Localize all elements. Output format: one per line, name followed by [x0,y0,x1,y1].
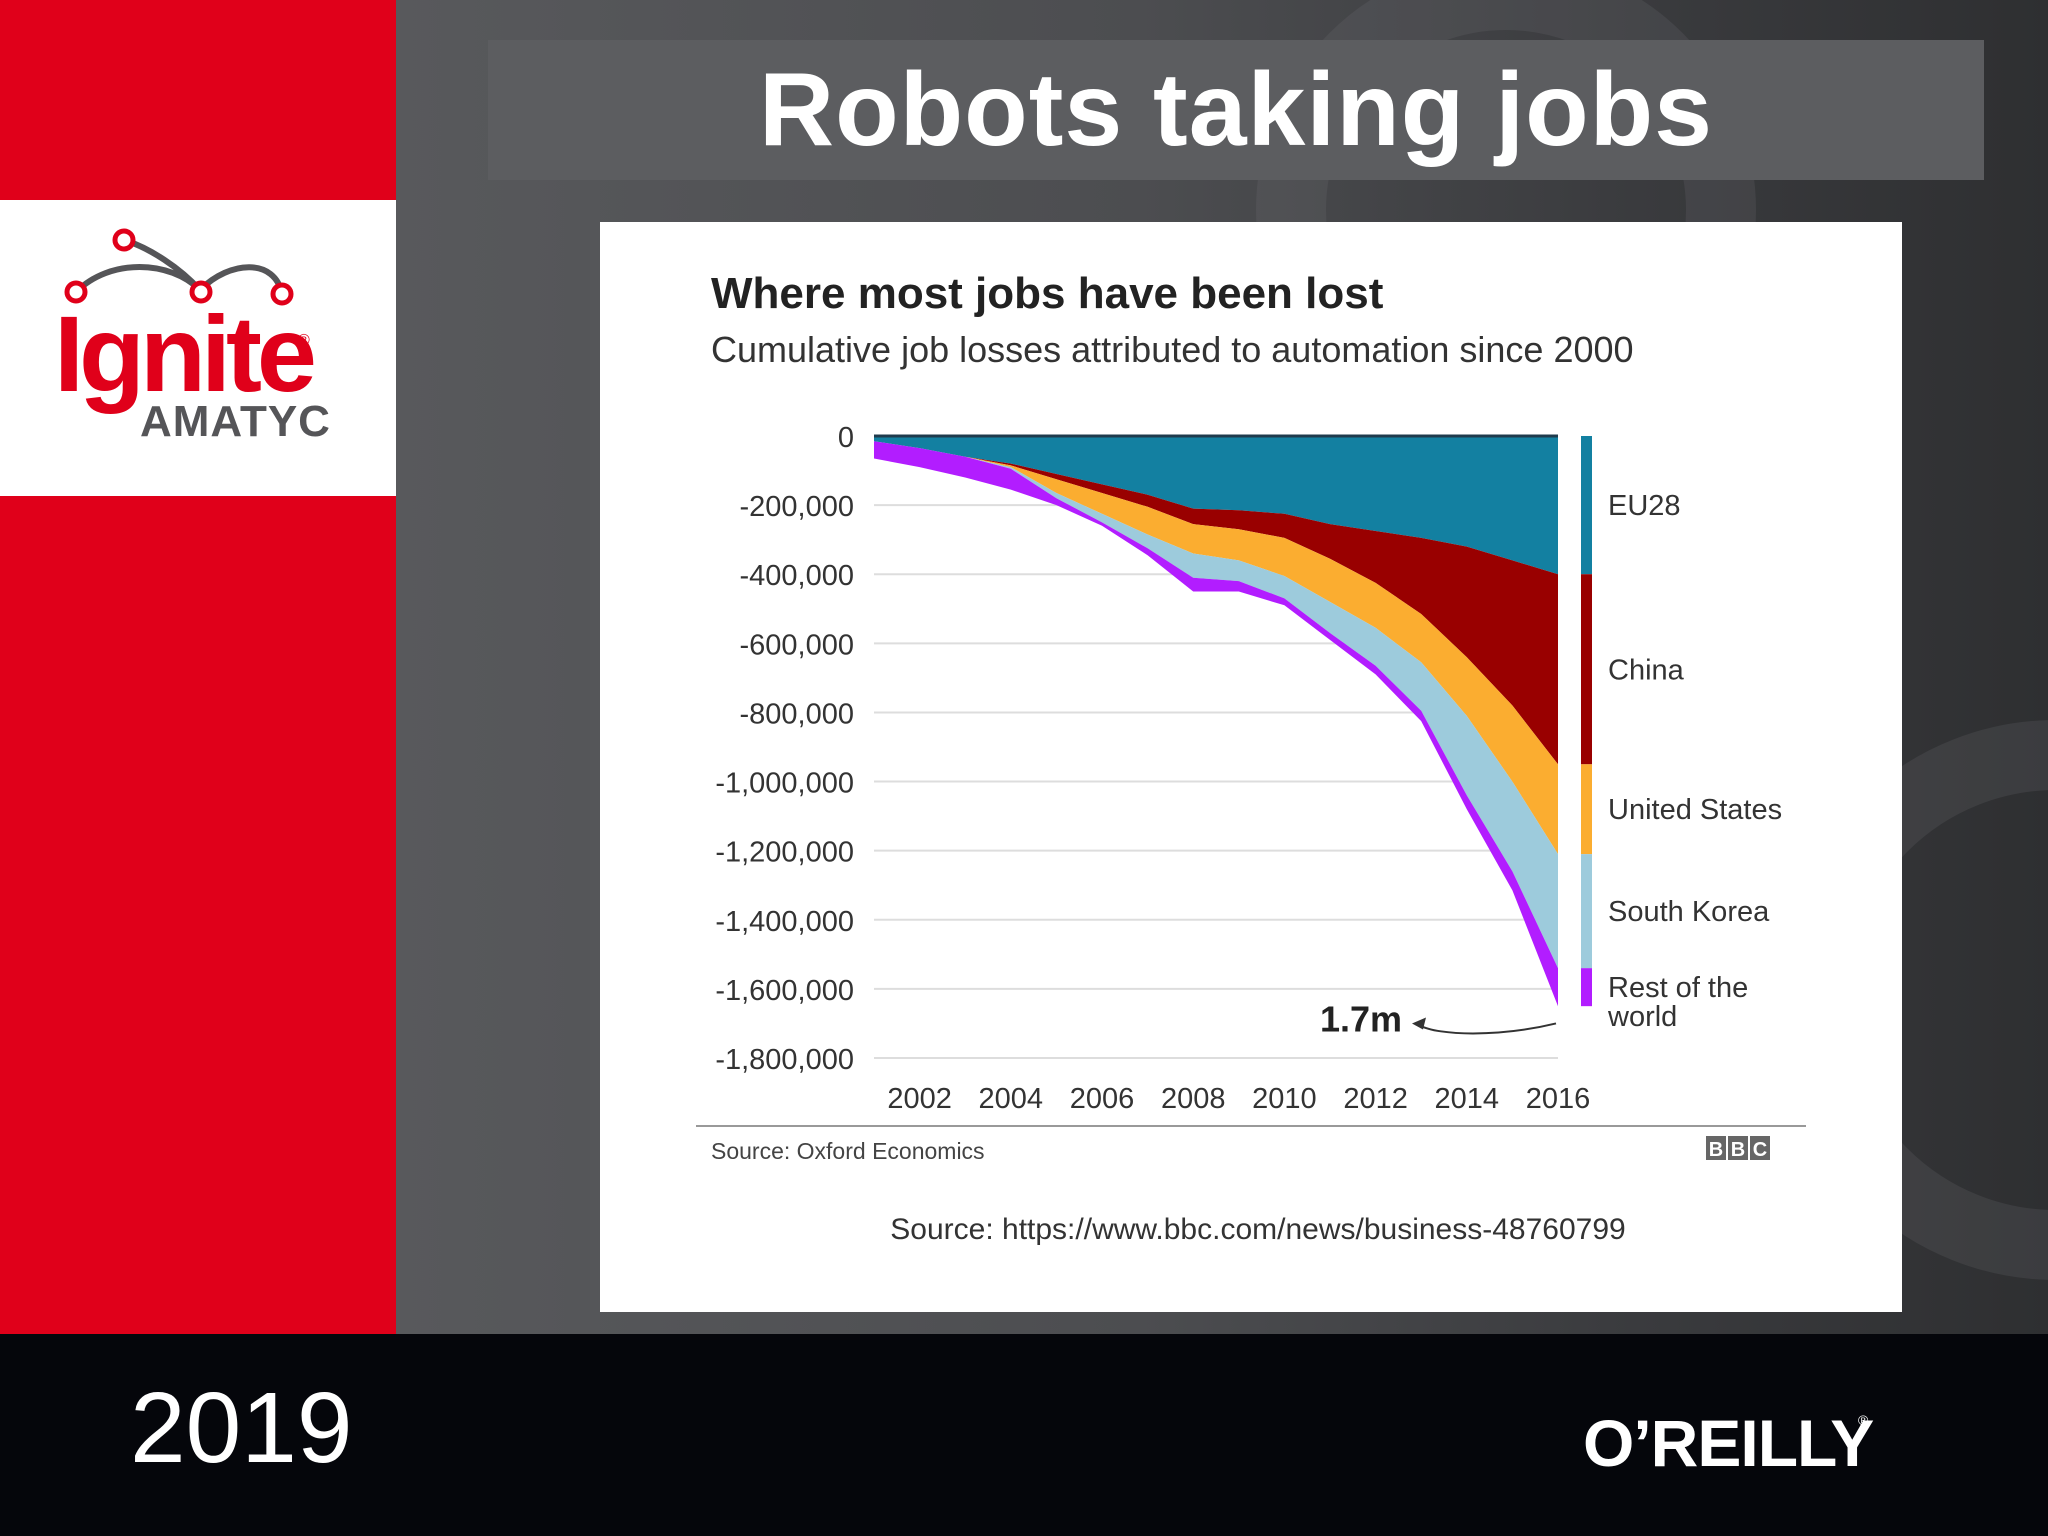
y-tick-label: 0 [838,422,854,454]
x-tick-label: 2014 [1435,1083,1500,1115]
x-tick-label: 2002 [887,1083,952,1115]
y-tick-label: -200,000 [740,491,855,523]
logo-registered-mark: ® [298,332,310,349]
y-tick-label: -800,000 [740,698,855,730]
y-tick-label: -1,600,000 [715,975,854,1007]
ignite-logo: Ignite ® AMATYC [0,200,396,496]
chart-subtitle: Cumulative job losses attributed to auto… [711,329,1634,370]
logo-subtitle: AMATYC [140,397,331,446]
chart-title: Where most jobs have been lost [711,269,1384,318]
annotation-arrow [1419,1022,1557,1035]
y-tick-label: -1,200,000 [715,837,854,869]
legend-label: Rest of the world [1607,972,1748,1033]
x-tick-label: 2016 [1526,1083,1591,1115]
bbc-logo-letter: B [1709,1139,1723,1161]
area-series-united-states [874,441,1558,855]
oreilly-logo: O’REILLY [1583,1406,1874,1480]
legend-label: South Korea [1608,896,1770,928]
x-tick-label: 2012 [1343,1083,1408,1115]
legend-swatch [1581,968,1592,1007]
source-url-note: Source: https://www.bbc.com/news/busines… [890,1213,1625,1246]
y-tick-label: -1,000,000 [715,768,854,800]
bbc-logo-letter: B [1731,1139,1745,1161]
footer-bar [0,1334,2048,1536]
stacked-area-chart: Where most jobs have been lost Cumulativ… [696,269,1806,1246]
x-tick-label: 2010 [1252,1083,1317,1115]
title-bar: Robots taking jobs [488,40,1984,180]
chart-card: Where most jobs have been lost Cumulativ… [600,222,1902,1312]
slide-title: Robots taking jobs [759,52,1713,168]
legend-swatch [1581,574,1592,765]
x-tick-label: 2008 [1161,1083,1226,1115]
ignite-logo-mark-icon [64,228,294,306]
area-series-china [874,441,1558,765]
x-tick-label: 2004 [979,1083,1044,1115]
chart-source: Source: Oxford Economics [711,1138,985,1164]
y-tick-label: -400,000 [740,560,855,592]
legend-label: EU28 [1608,490,1681,522]
legend-label: United States [1608,794,1782,826]
y-tick-label: -600,000 [740,629,855,661]
area-series-south-korea [874,441,1558,969]
bbc-logo-block [1750,1136,1770,1160]
bbc-logo-block [1728,1136,1748,1160]
x-tick-label: 2006 [1070,1083,1135,1115]
annotation-label: 1.7m [1320,998,1402,1039]
legend-label: China [1608,654,1685,686]
legend-swatch [1581,854,1592,969]
year-label: 2019 [130,1372,353,1484]
area-series-eu28 [874,436,1558,575]
logo-wordmark: Ignite [54,293,317,414]
annotation-arrowhead-icon [1412,1017,1426,1030]
legend-swatch [1581,764,1592,855]
bbc-logo-letter: C [1753,1139,1767,1161]
y-tick-label: -1,800,000 [715,1044,854,1076]
bbc-logo-block [1706,1136,1726,1160]
oreilly-registered-mark: ® [1858,1412,1869,1428]
legend-swatch [1581,436,1592,575]
y-tick-label: -1,400,000 [715,906,854,938]
